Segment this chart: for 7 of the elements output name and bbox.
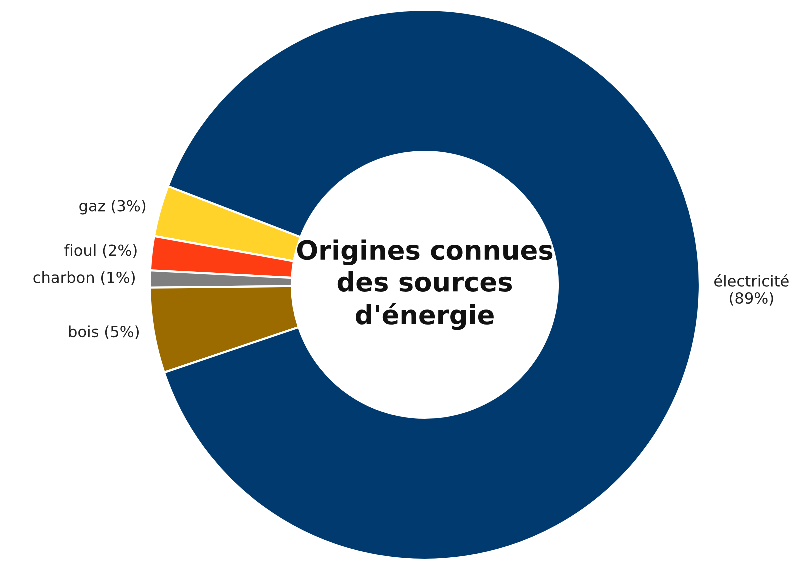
slice-label: électricité xyxy=(714,274,789,287)
text: Origines connues des sources d'énergie xyxy=(297,240,553,330)
slice-label: gaz (3%) xyxy=(80,200,146,215)
slice-label: charbon (1%) xyxy=(34,272,135,286)
data-label: (89%) xyxy=(730,292,774,306)
slice-label: bois (5%) xyxy=(69,326,139,340)
slice-label: fioul (2%) xyxy=(64,244,137,258)
